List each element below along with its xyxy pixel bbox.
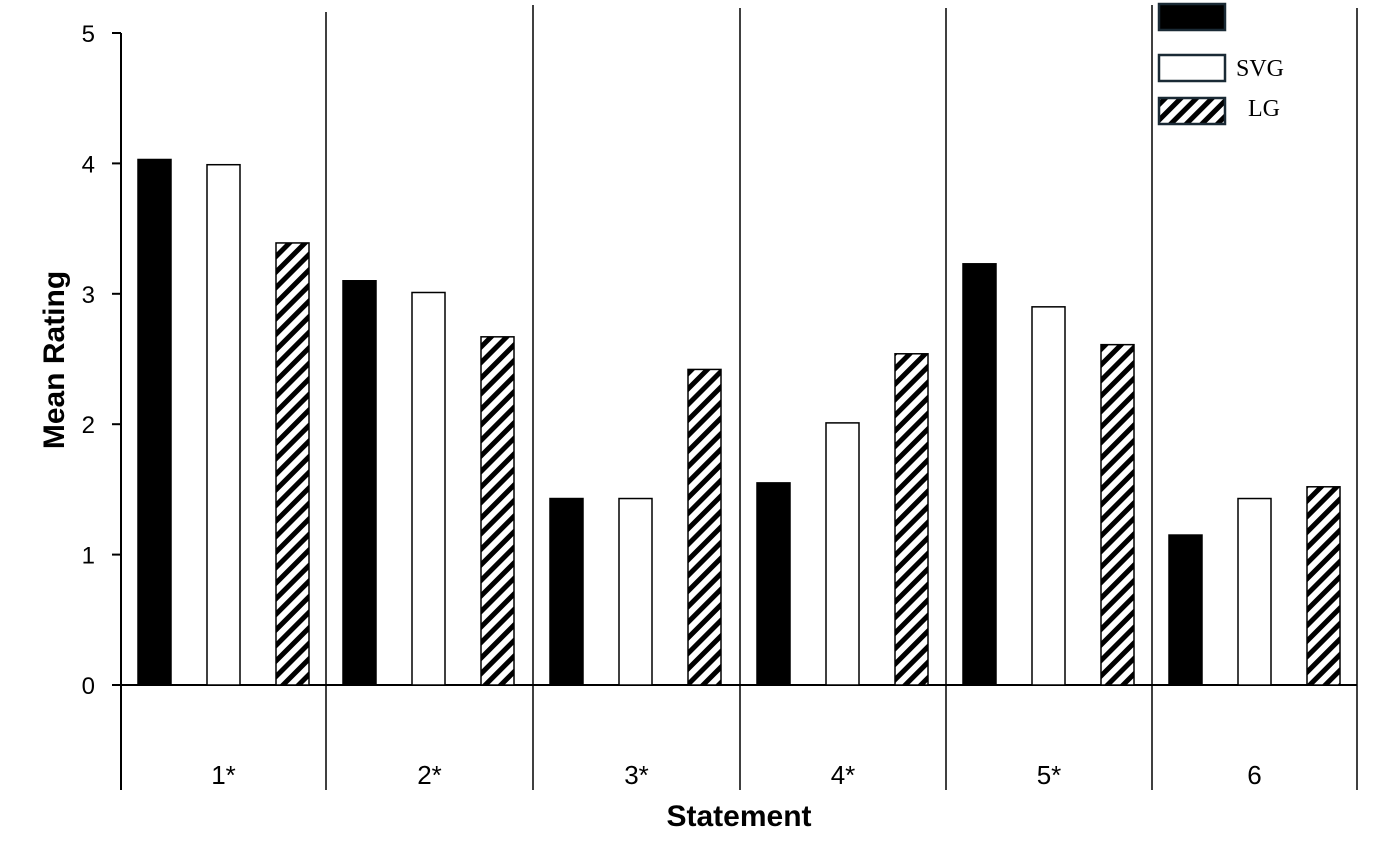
y-tick-label: 1 (82, 543, 95, 570)
bars (137, 158, 1341, 686)
bar-hg-statement-1 (137, 158, 172, 686)
bar-hg-statement-6 (1168, 534, 1203, 686)
x-tick-label: 5* (1037, 760, 1062, 790)
bar-lg-statement-3 (687, 368, 722, 686)
y-tick-label: 3 (82, 282, 95, 309)
x-tick-label: 3* (624, 760, 649, 790)
legend-swatch-svg (1157, 53, 1227, 83)
category-labels: 1* 2* 3* 4* 5* 6 (211, 760, 1262, 790)
x-axis-title: Statement (666, 800, 811, 833)
y-tick-label: 0 (82, 673, 95, 700)
bar-svg-statement-4 (825, 422, 860, 686)
bar-lg-statement-2 (480, 336, 515, 686)
bar-svg-statement-6 (1237, 497, 1272, 686)
axes: 0 1 2 3 4 5 (82, 5, 1358, 790)
x-tick-label: 1* (211, 760, 236, 790)
legend-swatch-hg (1157, 2, 1227, 32)
legend-label-lg: LG (1248, 96, 1280, 122)
bar-hg-statement-2 (342, 280, 377, 686)
bar-hg-statement-3 (549, 497, 584, 686)
bar-svg-statement-5 (1031, 306, 1066, 686)
y-tick-label: 2 (82, 412, 95, 439)
bar-svg-statement-1 (206, 163, 241, 686)
y-axis-title: Mean Rating (38, 271, 71, 449)
bar-lg-statement-1 (275, 242, 310, 686)
bar-svg-statement-3 (618, 497, 653, 686)
x-tick-label: 6 (1247, 760, 1261, 790)
bar-lg-statement-6 (1306, 486, 1341, 686)
bar-lg-statement-5 (1100, 343, 1135, 686)
legend-label-svg: SVG (1236, 56, 1284, 82)
bar-svg-statement-2 (411, 291, 446, 686)
y-tick-label: 4 (82, 151, 95, 178)
bar-hg-statement-4 (756, 482, 791, 686)
x-tick-label: 2* (417, 760, 442, 790)
bar-lg-statement-4 (894, 353, 929, 686)
legend-swatch-lg (1157, 96, 1227, 126)
bar-hg-statement-5 (962, 263, 997, 686)
x-tick-label: 4* (831, 760, 856, 790)
legend: HG SVG LG (1157, 2, 1284, 126)
legend-label-hg: HG (1180, 4, 1215, 30)
y-tick-label: 5 (82, 21, 95, 48)
